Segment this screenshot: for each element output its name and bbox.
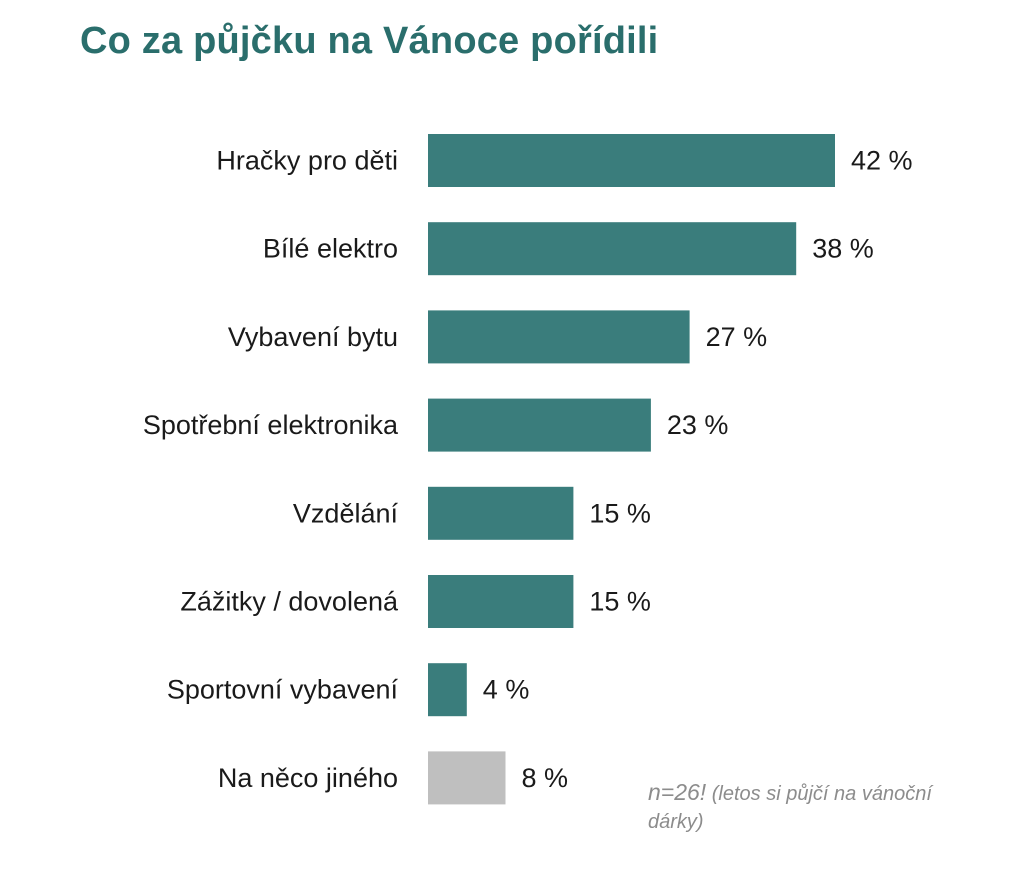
value-label: 42 % — [851, 146, 913, 176]
value-label: 23 % — [667, 410, 729, 440]
value-label: 4 % — [483, 675, 530, 705]
bar-5 — [428, 486, 574, 540]
category-label: Bílé elektro — [263, 234, 398, 264]
bar-1 — [428, 134, 835, 187]
bar-4 — [428, 398, 651, 452]
bar-2 — [428, 222, 797, 276]
category-label: Na něco jiného — [218, 763, 398, 793]
value-label: 27 % — [706, 322, 768, 352]
bar-7 — [428, 663, 467, 717]
sample-size: n=26! — [648, 779, 707, 805]
value-label: 15 % — [589, 498, 651, 528]
sample-note: n=26! (letos si půjčí na vánoční dárky) — [648, 778, 978, 836]
value-label: 8 % — [522, 763, 569, 793]
category-label: Zážitky / dovolená — [180, 587, 399, 617]
category-label: Hračky pro děti — [216, 146, 398, 176]
value-label: 38 % — [812, 234, 874, 264]
sample-note-text: (letos si půjčí na vánoční dárky) — [648, 783, 932, 833]
bar-3 — [428, 310, 690, 364]
bar-6 — [428, 575, 574, 628]
value-label: 15 % — [589, 587, 651, 617]
category-label: Sportovní vybavení — [167, 675, 399, 705]
chart-title: Co za půjčku na Vánoce pořídili — [80, 20, 659, 62]
category-label: Vzdělání — [293, 498, 399, 528]
category-label: Vybavení bytu — [228, 322, 398, 352]
bar-8 — [428, 751, 506, 805]
category-label: Spotřební elektronika — [143, 410, 399, 440]
